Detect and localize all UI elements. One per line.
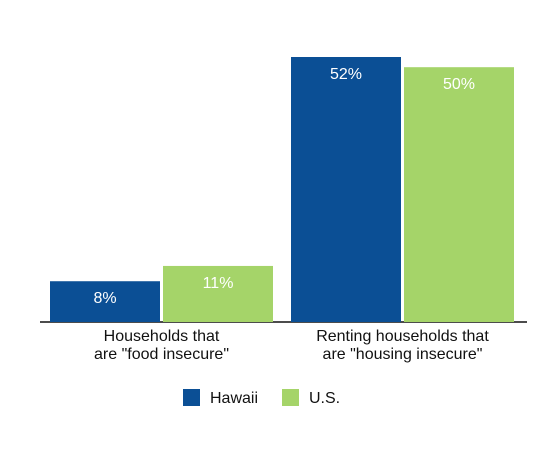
legend-label: U.S. (309, 390, 340, 407)
legend-label: Hawaii (210, 390, 258, 407)
bar (291, 57, 401, 322)
x-tick-label: Renting households that are "housing ins… (316, 328, 489, 363)
bar (404, 67, 514, 322)
value-label: 50% (443, 76, 475, 93)
bar (163, 265, 273, 322)
legend-swatch (282, 389, 299, 406)
x-tick-label: Households that are "food insecure" (94, 328, 229, 363)
value-label: 11% (203, 275, 234, 292)
value-label: 52% (330, 66, 362, 83)
value-label: 8% (93, 290, 116, 307)
legend-swatch (183, 389, 200, 406)
bar (50, 281, 160, 322)
